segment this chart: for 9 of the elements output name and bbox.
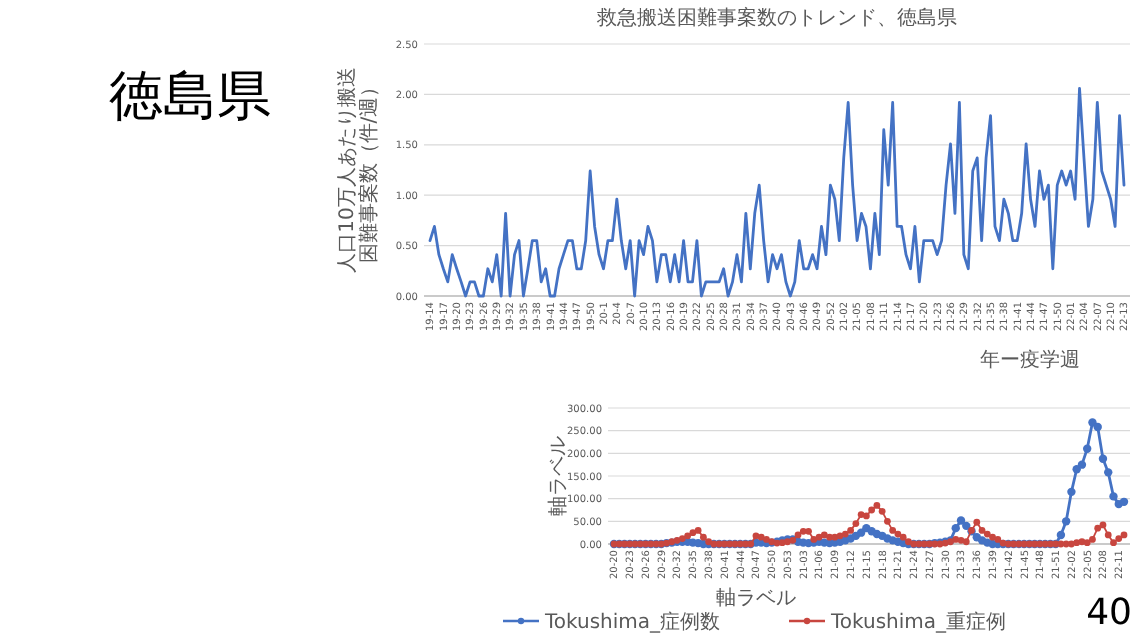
legend-label: Tokushima_症例数 xyxy=(543,610,721,634)
y-axis-title: 人口10万人あたり搬送困難事案数（件/週） xyxy=(335,67,381,273)
text: 40 xyxy=(1086,592,1132,634)
x-axis-title: 年ー疫学週 xyxy=(980,348,1080,372)
line-series xyxy=(428,86,1126,298)
chart-title: 救急搬送困難事案数のトレンド、徳島県 xyxy=(595,6,957,30)
x-axis-title: 軸ラベル xyxy=(716,586,796,610)
text: 徳島県 xyxy=(109,66,271,128)
legend-label: Tokushima_重症例 xyxy=(829,610,1007,634)
